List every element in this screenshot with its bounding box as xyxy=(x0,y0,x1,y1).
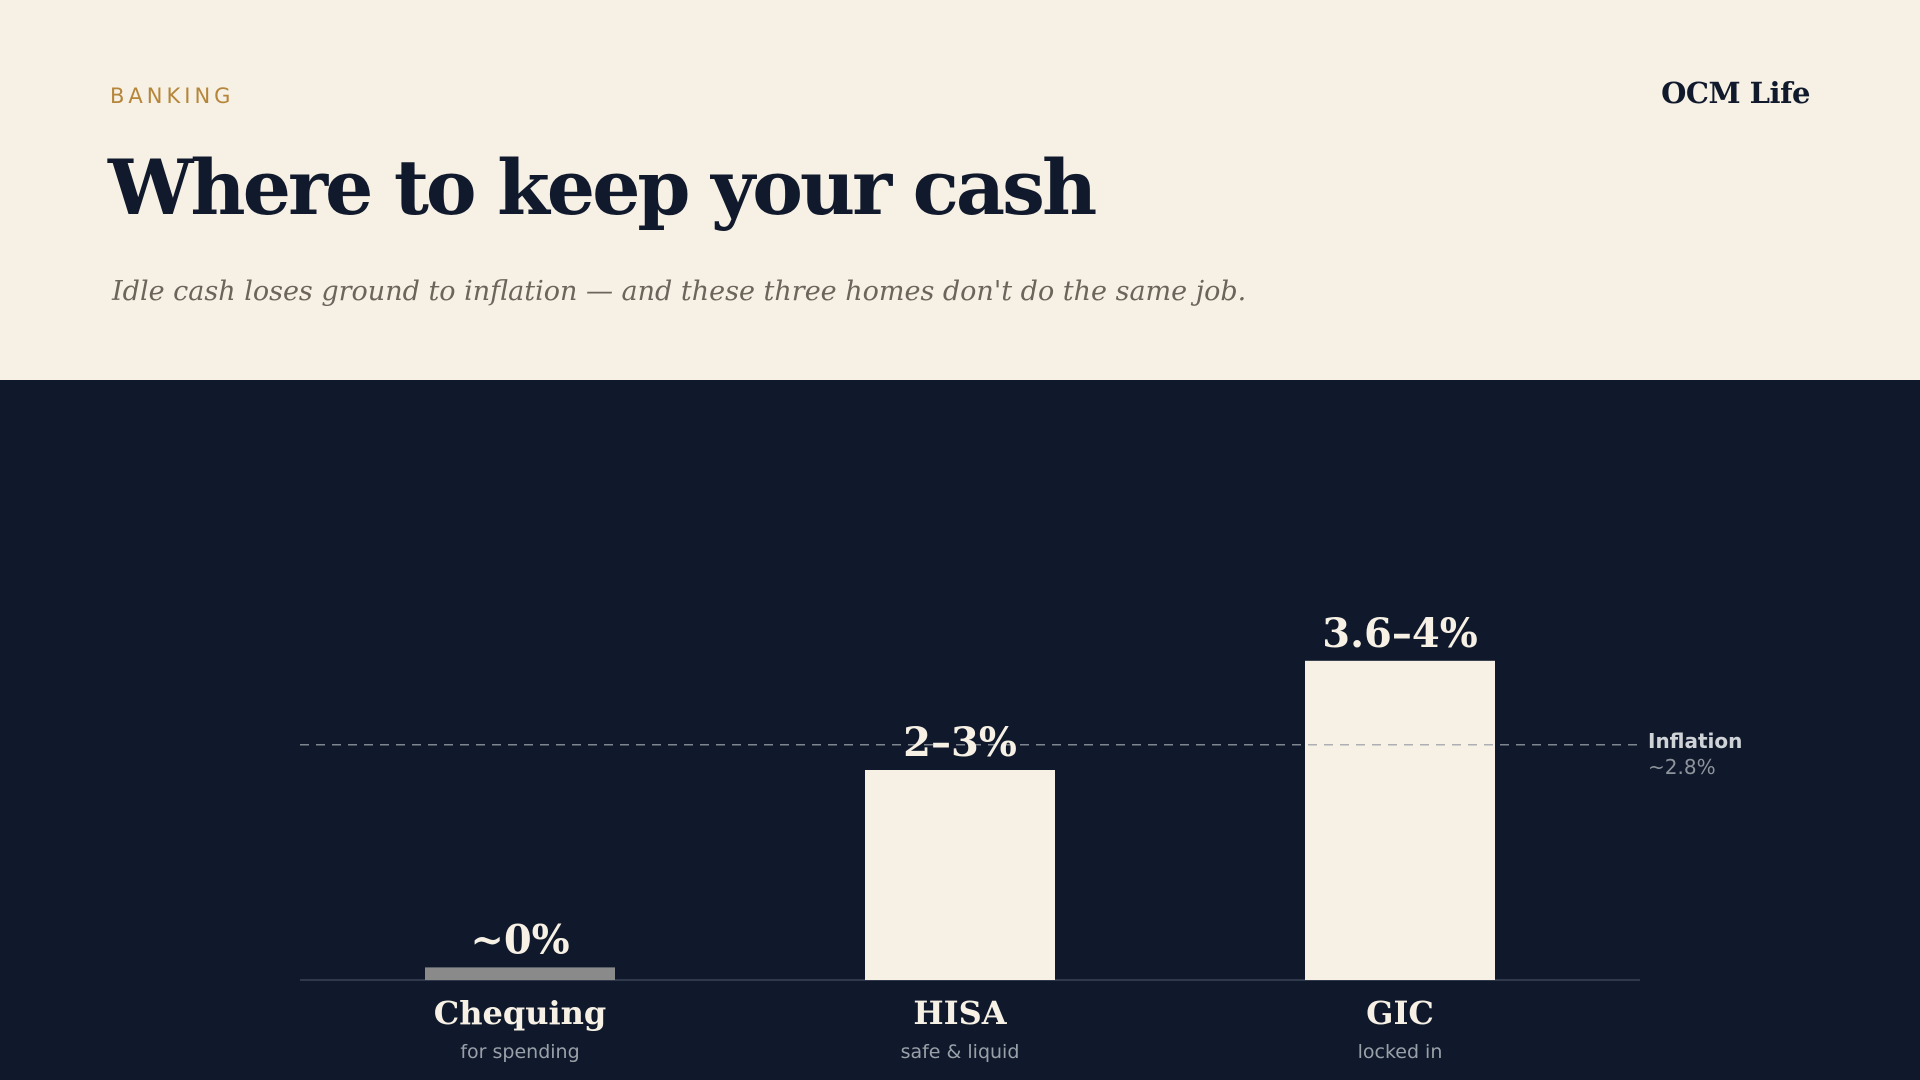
page-subtitle: Idle cash loses ground to inflation — an… xyxy=(112,276,1247,307)
category-eyebrow: BANKING xyxy=(110,84,235,108)
value-label-hisa: 2–3% xyxy=(903,719,1017,766)
category-sublabel-chequing: for spending xyxy=(460,1041,579,1063)
header: BANKING OCM Life Where to keep your cash… xyxy=(0,0,1920,380)
chart-panel: Inflation ~2.8% ~0% Chequing for spending 2–3… xyxy=(0,380,1920,1080)
category-label-gic: GIC xyxy=(1366,994,1434,1032)
bar-chart: Inflation~2.8% ~0% Chequing for spending 2–3… xyxy=(300,610,1742,1063)
page-title: Where to keep your cash xyxy=(108,143,1097,232)
brand-logo[interactable]: OCM Life xyxy=(1661,76,1810,110)
category-label-hisa: HISA xyxy=(913,994,1007,1032)
inflation-label: Inflation xyxy=(1648,729,1742,753)
category-sublabel-hisa: safe & liquid xyxy=(901,1041,1020,1063)
bar-hisa[interactable] xyxy=(865,770,1055,980)
value-label-gic: 3.6–4% xyxy=(1322,610,1477,657)
bar-gic[interactable] xyxy=(1305,660,1495,980)
value-label-chequing: ~0% xyxy=(470,916,569,963)
inflation-value: ~2.8% xyxy=(1648,755,1716,779)
category-label-chequing: Chequing xyxy=(434,994,607,1032)
bar-chequing[interactable] xyxy=(425,967,615,980)
category-sublabel-gic: locked in xyxy=(1358,1041,1443,1063)
